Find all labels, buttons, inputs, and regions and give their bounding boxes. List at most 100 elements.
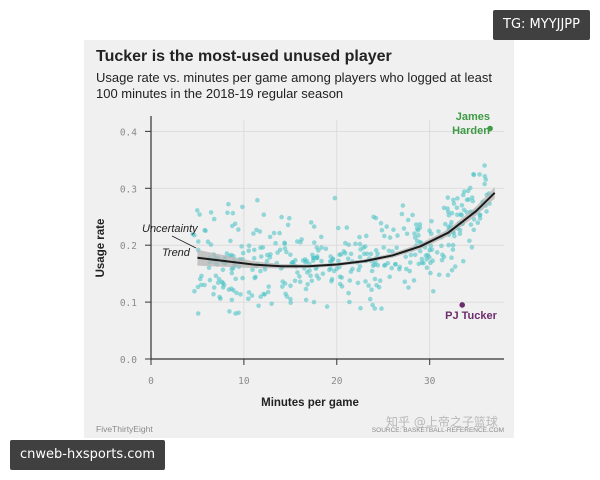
data-point xyxy=(417,248,423,254)
scatter-plot: 0.0 0.1 0.2 0.3 0.4 0 10 20 30 Usage rate Minute… xyxy=(95,111,504,434)
harden-label-line1: James xyxy=(456,111,490,123)
data-point xyxy=(410,212,415,218)
data-point xyxy=(452,233,457,239)
data-point xyxy=(252,247,257,253)
data-point xyxy=(337,274,343,279)
data-point xyxy=(449,210,455,216)
trend-line xyxy=(197,192,496,268)
chart-subtitle: Usage rate vs. minutes per game among pl… xyxy=(96,70,492,101)
data-point xyxy=(213,273,219,279)
data-point xyxy=(460,192,466,198)
data-point xyxy=(390,249,395,254)
data-point xyxy=(353,241,358,247)
site-badge: cnweb-hxsports.com xyxy=(10,440,165,470)
data-point xyxy=(246,290,252,295)
data-point xyxy=(467,238,472,244)
data-point xyxy=(477,212,483,218)
data-point xyxy=(277,230,282,236)
data-point xyxy=(285,222,291,228)
data-point xyxy=(465,188,471,194)
data-point xyxy=(412,235,418,240)
data-point xyxy=(379,306,384,311)
data-point xyxy=(236,227,241,232)
data-point xyxy=(428,270,433,276)
data-point xyxy=(337,281,343,287)
data-point xyxy=(195,311,201,316)
data-point xyxy=(229,270,235,276)
data-point xyxy=(314,255,320,261)
data-point xyxy=(468,222,474,227)
data-point xyxy=(471,227,477,233)
data-point xyxy=(297,279,303,284)
data-point xyxy=(319,245,324,250)
data-point xyxy=(411,278,417,283)
data-point xyxy=(202,227,207,233)
data-point xyxy=(408,252,414,258)
y-tick-label: 0.3 xyxy=(120,184,137,195)
uncertainty-label: Uncertainty xyxy=(142,223,199,235)
data-point xyxy=(471,217,477,222)
data-point xyxy=(228,238,233,244)
data-point xyxy=(450,242,456,248)
data-point xyxy=(271,230,277,236)
data-point xyxy=(389,265,395,271)
data-point xyxy=(372,276,378,282)
tucker-label: PJ Tucker xyxy=(445,310,497,322)
data-point xyxy=(421,260,426,266)
data-point xyxy=(364,233,369,239)
data-point xyxy=(461,258,466,264)
data-point xyxy=(261,291,266,297)
data-point xyxy=(445,195,451,200)
data-point xyxy=(282,240,287,246)
x-axis-label: Minutes per game xyxy=(261,397,359,409)
data-point xyxy=(218,296,223,301)
data-point xyxy=(343,250,348,256)
data-point xyxy=(307,268,312,273)
y-tick-label: 0.4 xyxy=(120,127,137,138)
data-point xyxy=(397,264,403,270)
data-point xyxy=(379,227,385,233)
data-point xyxy=(407,268,413,274)
data-point xyxy=(400,203,406,208)
grid-lines xyxy=(151,120,504,359)
x-tick-label: 30 xyxy=(424,376,436,387)
x-tick-label: 20 xyxy=(331,376,343,387)
data-point xyxy=(356,267,361,273)
data-point xyxy=(402,279,408,284)
data-point xyxy=(459,212,464,218)
data-point xyxy=(457,231,463,236)
data-point xyxy=(428,243,434,249)
y-tick-label: 0.0 xyxy=(120,355,137,366)
data-point xyxy=(346,290,351,296)
uncertainty-pointer xyxy=(171,235,197,249)
uncertainty-band-group xyxy=(197,187,495,269)
data-point xyxy=(292,278,298,284)
data-point xyxy=(330,257,335,262)
telegram-badge: TG: MYYJJPP xyxy=(493,10,590,40)
data-point xyxy=(308,273,313,278)
data-point xyxy=(311,299,317,305)
data-point xyxy=(328,266,333,271)
data-point xyxy=(249,293,255,298)
data-point xyxy=(288,252,293,257)
data-point xyxy=(357,234,362,240)
data-point xyxy=(441,254,447,260)
data-point xyxy=(377,278,383,283)
data-point xyxy=(255,197,260,203)
data-point xyxy=(288,296,293,302)
data-point xyxy=(225,210,230,216)
data-point xyxy=(295,270,300,275)
data-point xyxy=(314,273,320,278)
x-tick-label: 10 xyxy=(238,376,250,387)
data-point xyxy=(295,239,300,244)
trend-label: Trend xyxy=(162,247,191,259)
data-point xyxy=(412,231,417,236)
data-point xyxy=(394,245,400,251)
data-point xyxy=(445,272,451,278)
data-point xyxy=(280,284,285,289)
data-point xyxy=(258,294,263,299)
data-point xyxy=(224,251,230,256)
data-point xyxy=(310,258,316,263)
data-point xyxy=(287,215,292,221)
data-point xyxy=(358,305,363,311)
